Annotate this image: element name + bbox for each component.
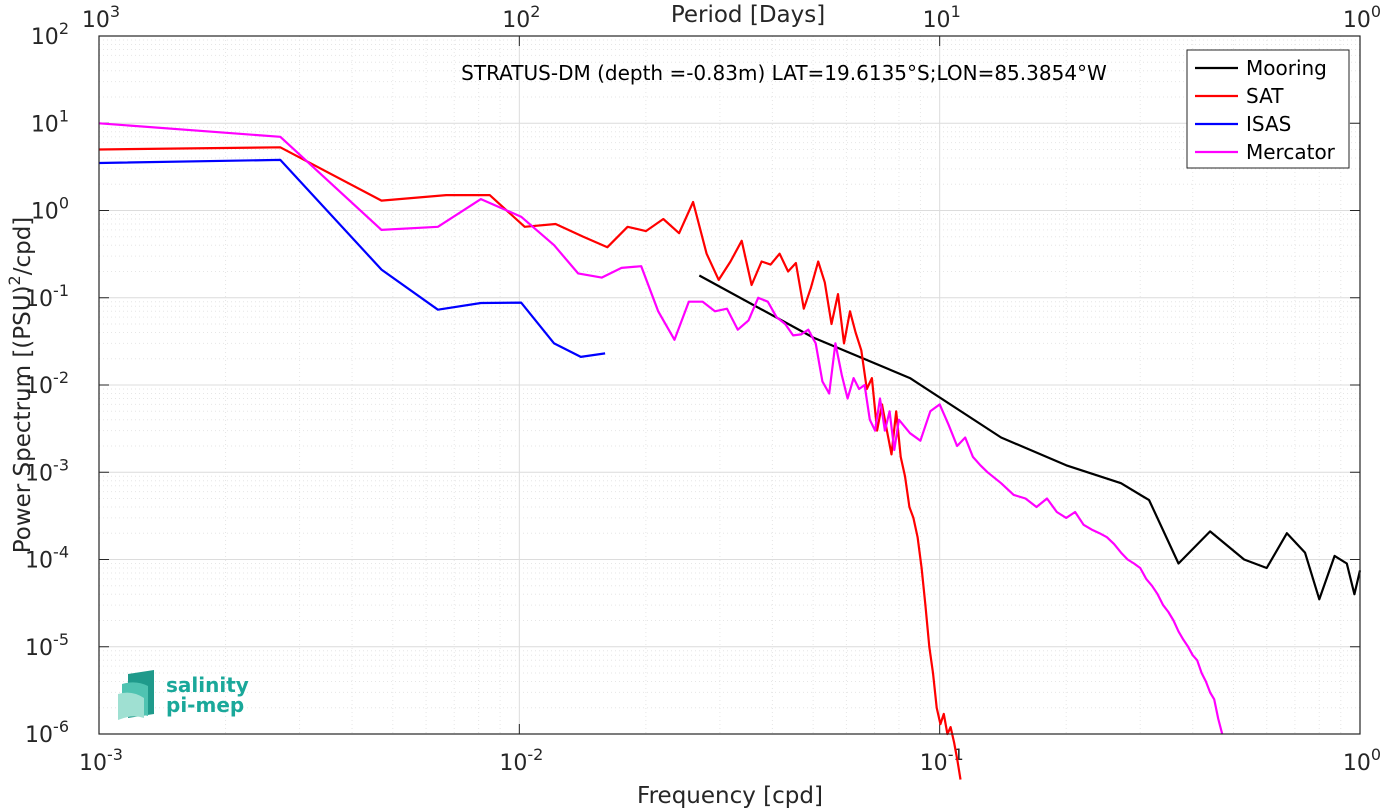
legend: Mooring SAT ISAS Mercator: [1186, 49, 1350, 169]
series-line-sat: [98, 146, 962, 780]
logo-text-pi-mep: pi-mep: [166, 693, 244, 717]
legend-label-mooring: Mooring: [1246, 56, 1327, 80]
x-axis-label: Frequency [cpd]: [637, 783, 823, 809]
y-tick-label: 102: [31, 19, 69, 50]
plot-border: [98, 35, 1361, 735]
top-tick-label: 100: [1343, 2, 1381, 33]
x-tick-label: 10-3: [79, 745, 123, 776]
series-line-mercator: [98, 122, 1224, 735]
y-tick-label: 101: [31, 106, 69, 137]
y-tick-label: 10-1: [25, 281, 69, 312]
top-axis-label: Period [Days]: [671, 2, 825, 28]
data-series: [98, 122, 1362, 780]
x-tick-label: 10-1: [920, 745, 964, 776]
y-axis-label: Power Spectrum [(PSU)2/cpd]: [5, 217, 36, 554]
y-tick-label: 10-3: [25, 455, 69, 486]
y-tick-label: 10-6: [25, 717, 69, 748]
y-tick-label: 10-5: [25, 630, 69, 661]
y-tick-label: 10-2: [25, 368, 69, 399]
salinity-pi-mep-logo: salinity pi-mep: [118, 670, 249, 720]
y-axis-label-main: Power Spectrum [(PSU): [10, 285, 36, 553]
legend-label-mercator: Mercator: [1246, 140, 1336, 164]
y-tick-label: 10-4: [25, 543, 69, 574]
top-tick-label: 103: [82, 2, 120, 33]
y-tick-label: 100: [31, 194, 69, 225]
tick-labels: 10-3 10-2 10-1 100 103 102 101 100 102 101 100 10-1…: [25, 2, 1381, 776]
series-line-mooring: [698, 274, 1362, 601]
top-tick-label: 101: [923, 2, 961, 33]
x-tick-label: 100: [1343, 745, 1381, 776]
y-axis-label-exponent: 2: [5, 275, 24, 285]
logo-wave-front: [118, 692, 144, 720]
x-tick-label: 10-2: [499, 745, 543, 776]
legend-label-sat: SAT: [1246, 84, 1284, 108]
chart-title: STRATUS-DM (depth =-0.83m) LAT=19.6135°S…: [461, 61, 1107, 85]
top-tick-label: 102: [502, 2, 540, 33]
series-line-isas: [98, 158, 606, 358]
logo-text-salinity: salinity: [166, 673, 249, 697]
legend-box: [1186, 49, 1350, 169]
y-axis-label-unit: /cpd]: [10, 217, 36, 276]
legend-label-isas: ISAS: [1246, 112, 1291, 136]
